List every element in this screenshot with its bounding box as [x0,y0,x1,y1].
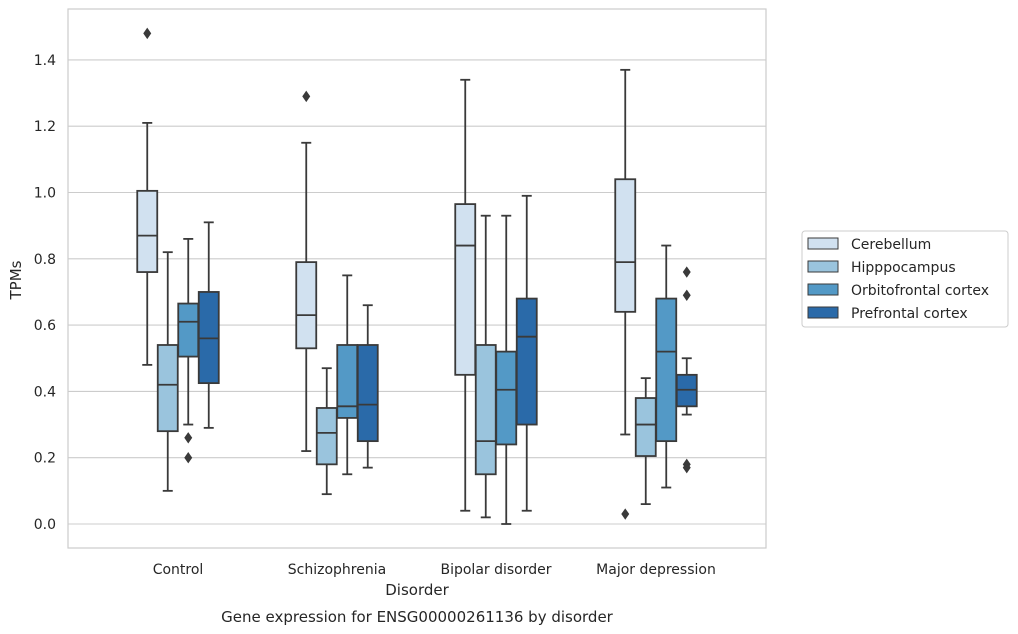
y-tick-label: 1.4 [34,53,56,69]
box [675,266,698,474]
box [614,68,637,520]
legend: Cerebellum Hipppocampus Orbitofrontal cort… [801,230,1009,328]
y-tick-label: 1.2 [34,119,56,135]
box-body [177,302,200,358]
legend-swatch [807,260,839,273]
box [336,274,359,476]
box [136,27,159,366]
y-axis-label: TPMs [7,260,25,300]
outlier-point [682,266,691,278]
box [197,221,220,429]
outlier-point [621,508,630,520]
box-body [454,203,477,376]
box-body [356,344,379,443]
box-body [495,350,518,446]
box [295,90,318,452]
legend-label: Orbitofrontal cortex [851,283,989,299]
legend-swatch [807,283,839,296]
legend-label: Prefrontal cortex [851,306,968,322]
outlier-point [184,432,193,444]
outlier-point [682,289,691,301]
box [356,304,379,469]
box-body [315,407,338,466]
box-body [515,297,538,426]
legend-frame [801,230,1009,328]
box [156,251,179,492]
series-orbitofrontal-cortex [177,214,678,525]
grid-lines [68,59,766,525]
x-tick-label: Control [153,562,204,578]
x-axis-label: Disorder [385,581,449,599]
outlier-point [682,461,691,474]
box [315,367,338,496]
y-tick-label: 1.0 [34,186,56,202]
y-tick-labels: 0.0 0.2 0.4 0.6 0.8 1.0 1.2 1.4 [34,53,56,533]
x-tick-label: Bipolar disorder [440,562,551,578]
legend-items: Cerebellum Hipppocampus Orbitofrontal cort… [807,237,989,322]
box-body [295,261,318,350]
box [634,377,657,506]
series-hipppocampus [156,214,657,519]
box-body [614,178,637,313]
y-tick-label: 0.2 [34,451,56,467]
x-tick-label: Major depression [596,562,716,578]
box [177,238,200,464]
x-tick-labels: Control Schizophrenia Bipolar disorder Majo… [153,562,716,578]
box [655,244,678,489]
y-tick-label: 0.6 [34,318,56,334]
box [474,214,497,519]
box-series [136,27,698,525]
box-body [474,344,497,476]
x-tick-label: Schizophrenia [288,562,386,578]
legend-swatch [807,306,839,319]
box-body [136,189,159,273]
legend-label: Hipppocampus [851,260,956,276]
legend-label: Cerebellum [851,237,931,253]
outlier-point [302,90,311,103]
axes-frame [67,8,767,549]
y-tick-label: 0.8 [34,252,56,268]
box [515,194,538,512]
outlier-point [143,27,152,40]
chart-caption: Gene expression for ENSG00000261136 by d… [221,608,614,626]
box-body [156,344,179,433]
box [454,78,477,512]
legend-swatch [807,237,839,250]
box [495,214,518,525]
series-cerebellum [136,27,637,520]
box-body [655,297,678,443]
y-tick-label: 0.4 [34,384,56,400]
outlier-point [184,452,193,464]
box-body [634,397,657,457]
y-tick-label: 0.0 [34,517,56,533]
series-prefrontal-cortex [197,194,698,512]
